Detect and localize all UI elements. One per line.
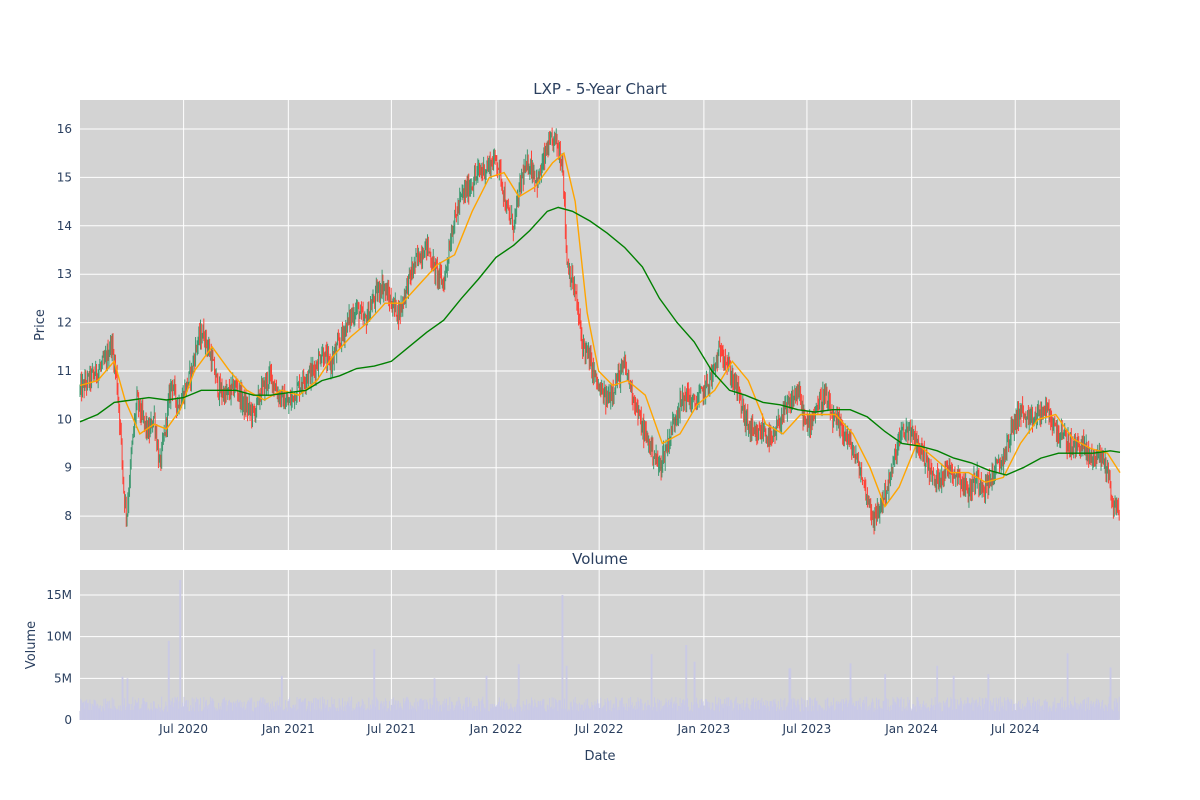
volume-plot-background xyxy=(80,570,1120,720)
price-tick-label: 12 xyxy=(57,316,72,330)
volume-subplot-title: Volume xyxy=(572,550,628,568)
x-tick-label: Jul 2024 xyxy=(990,722,1040,736)
volume-axis-title: Volume xyxy=(24,621,39,669)
x-tick-label: Jul 2020 xyxy=(158,722,208,736)
price-tick-label: 14 xyxy=(57,219,72,233)
price-axis-title: Price xyxy=(33,309,48,341)
price-tick-label: 15 xyxy=(57,170,72,184)
volume-tick-label: 10M xyxy=(46,630,72,644)
x-tick-label: Jan 2023 xyxy=(676,722,730,736)
x-axis-title: Date xyxy=(584,749,615,764)
price-plot-background xyxy=(80,100,1120,550)
volume-tick-label: 15M xyxy=(46,588,72,602)
x-tick-label: Jul 2022 xyxy=(574,722,624,736)
volume-tick-label: 0 xyxy=(64,713,72,727)
x-tick-label: Jan 2024 xyxy=(884,722,938,736)
moving-average-short-line xyxy=(79,151,1121,508)
x-tick-label: Jan 2022 xyxy=(469,722,523,736)
price-tick-label: 10 xyxy=(57,412,72,426)
x-tick-label: Jul 2023 xyxy=(781,722,831,736)
price-tick-label: 9 xyxy=(64,461,72,475)
price-tick-label: 8 xyxy=(64,509,72,523)
price-tick-label: 16 xyxy=(57,122,72,136)
volume-tick-label: 5M xyxy=(54,671,72,685)
chart-title: LXP - 5-Year Chart xyxy=(533,80,667,98)
price-tick-label: 11 xyxy=(57,364,72,378)
x-tick-label: Jul 2021 xyxy=(366,722,416,736)
moving-average-long-line xyxy=(79,206,1121,476)
price-tick-label: 13 xyxy=(57,267,72,281)
x-tick-label: Jan 2021 xyxy=(261,722,315,736)
